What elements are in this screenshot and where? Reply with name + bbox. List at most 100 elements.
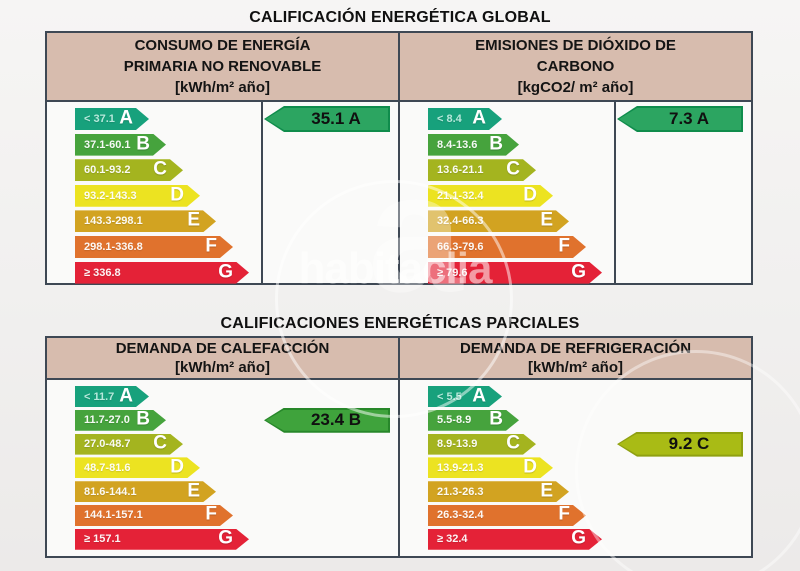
scale-bar-e: 32.4-66.3 E [428,210,569,232]
calefaccion-panel: < 11.7 A 11.7-27.0 B 27.0-48.7 C 48.7-81.6 D… [47,380,400,556]
global-table-body: < 37.1 A 37.1-60.1 B 60.1-93.2 C 93.2-143.3… [47,102,751,283]
band-range: 60.1-93.2 [84,164,131,177]
rating-arrow-fill [266,108,388,130]
scale-bar-d: 93.2-143.3 D [75,185,200,207]
consumo-header-units: [kWh/m² año] [175,79,270,96]
emisiones-rating-badge: 7.3 A [617,106,743,132]
band-letter: E [187,209,200,231]
scale-bar-e: 81.6-144.1 E [75,481,216,502]
scale-bar-g: ≥ 79.6 G [428,262,602,284]
refrigeracion-scale: < 5.5 A 5.5-8.9 B 8.9-13.9 C 13.9-21.3 D 21.… [428,386,602,550]
scale-bar-f: 298.1-336.8 F [75,236,233,258]
band-letter: F [205,235,217,257]
partial-table-body: < 11.7 A 11.7-27.0 B 27.0-48.7 C 48.7-81.6 D… [47,380,751,556]
scale-bar-c: 60.1-93.2 C [75,159,183,181]
scale-bar-c: 27.0-48.7 C [75,434,183,455]
band-letter: F [205,504,217,526]
band-letter: A [472,107,486,129]
band-letter: D [523,456,537,478]
band-letter: D [170,456,184,478]
band-range: 81.6-144.1 [84,485,137,498]
refrigeracion-header-line1: DEMANDA DE REFRIGERACIÓN [459,340,692,357]
band-range: 27.0-48.7 [84,438,131,451]
band-letter: E [187,480,200,502]
band-range: ≥ 79.6 [437,266,468,279]
refrigeracion-header: DEMANDA DE REFRIGERACIÓN [kWh/m² año] [398,338,751,378]
band-range: < 8.4 [437,113,462,125]
band-range: < 11.7 [84,390,115,403]
band-letter: D [523,184,537,206]
band-range: 13.9-21.3 [437,461,484,474]
band-letter: B [489,133,503,155]
band-range: 21.1-32.4 [437,189,484,202]
scale-bar-g: ≥ 336.8 G [75,262,249,284]
scale-bar-f: 66.3-79.6 F [428,236,586,258]
band-range: 32.4-66.3 [437,215,484,228]
band-range: 298.1-336.8 [84,240,143,253]
band-letter: B [489,408,503,430]
parcial-section-title: CALIFICACIONES ENERGÉTICAS PARCIALES [220,315,580,332]
emisiones-rating-divider [614,102,616,283]
band-letter: C [506,432,520,454]
scale-bar-b: 11.7-27.0 B [75,410,166,431]
band-range: 13.6-21.1 [437,164,484,177]
scale-bar-a: < 8.4 A [428,108,502,130]
calefaccion-header: DEMANDA DE CALEFACCIÓN [kWh/m² año] [47,338,398,378]
scale-bar-a: < 5.5 A [428,386,502,407]
emisiones-header-line2: CARBONO [536,58,615,75]
band-range: 93.2-143.3 [84,189,137,202]
consumo-header: CONSUMO DE ENERGÍA PRIMARIA NO RENOVABLE… [47,33,398,100]
band-letter: C [506,158,520,180]
emisiones-header-units: [kgCO2/ m² año] [517,79,634,96]
band-range: ≥ 336.8 [84,266,121,279]
calefaccion-rating-badge: 23.4 B [264,407,390,433]
band-letter: G [218,527,233,549]
scale-bar-e: 143.3-298.1 E [75,210,216,232]
band-letter: C [153,432,167,454]
refrigeracion-panel: < 5.5 A 5.5-8.9 B 8.9-13.9 C 13.9-21.3 D 21.… [400,380,751,556]
scale-bar-f: 144.1-157.1 F [75,505,233,526]
band-range: 144.1-157.1 [84,509,143,522]
band-range: 143.3-298.1 [84,215,143,228]
consumo-header-line1: CONSUMO DE ENERGÍA [134,37,311,54]
band-range: 48.7-81.6 [84,461,131,474]
band-letter: A [119,107,133,129]
band-letter: G [571,527,586,549]
emisiones-header: EMISIONES DE DIÓXIDO DE CARBONO [kgCO2/ … [398,33,751,100]
scale-bar-d: 48.7-81.6 D [75,457,200,478]
scale-bar-b: 37.1-60.1 B [75,134,166,156]
scale-bar-d: 21.1-32.4 D [428,185,553,207]
band-range: 66.3-79.6 [437,240,484,253]
band-range: 8.9-13.9 [437,438,478,451]
scale-bar-b: 5.5-8.9 B [428,410,519,431]
scale-bar-a: < 37.1 A [75,108,149,130]
band-letter: E [540,209,553,231]
band-letter: C [153,158,167,180]
band-range: < 5.5 [437,390,462,403]
band-letter: A [472,385,486,407]
refrigeracion-rating-value: 9.2 C [668,434,710,454]
consumo-rating-divider [261,102,263,283]
consumo-panel: < 37.1 A 37.1-60.1 B 60.1-93.2 C 93.2-143.3… [47,102,400,283]
partial-table-header: DEMANDA DE CALEFACCIÓN [kWh/m² año] DEMA… [47,338,751,380]
band-range: 21.3-26.3 [437,485,484,498]
scale-bar-a: < 11.7 A [75,386,149,407]
band-letter: F [558,235,570,257]
global-ratings-table: CONSUMO DE ENERGÍA PRIMARIA NO RENOVABLE… [45,31,753,285]
calefaccion-header-units: [kWh/m² año] [175,359,270,376]
band-range: ≥ 32.4 [437,533,468,546]
calefaccion-scale: < 11.7 A 11.7-27.0 B 27.0-48.7 C 48.7-81.6 D… [75,386,249,550]
band-letter: B [136,133,150,155]
band-letter: G [571,261,586,283]
emisiones-scale: < 8.4 A 8.4-13.6 B 13.6-21.1 C 21.1-32.4 D 3… [428,108,602,284]
band-range: 37.1-60.1 [84,138,131,151]
emisiones-header-line1: EMISIONES DE DIÓXIDO DE [475,37,676,54]
rating-arrow-fill [619,108,741,130]
band-letter: A [119,385,133,407]
band-range: 8.4-13.6 [437,138,478,151]
calefaccion-header-line1: DEMANDA DE CALEFACCIÓN [115,340,330,357]
scale-bar-b: 8.4-13.6 B [428,134,519,156]
emisiones-rating-value: 7.3 A [668,109,709,128]
refrigeracion-rating-badge: 9.2 C [617,431,743,457]
